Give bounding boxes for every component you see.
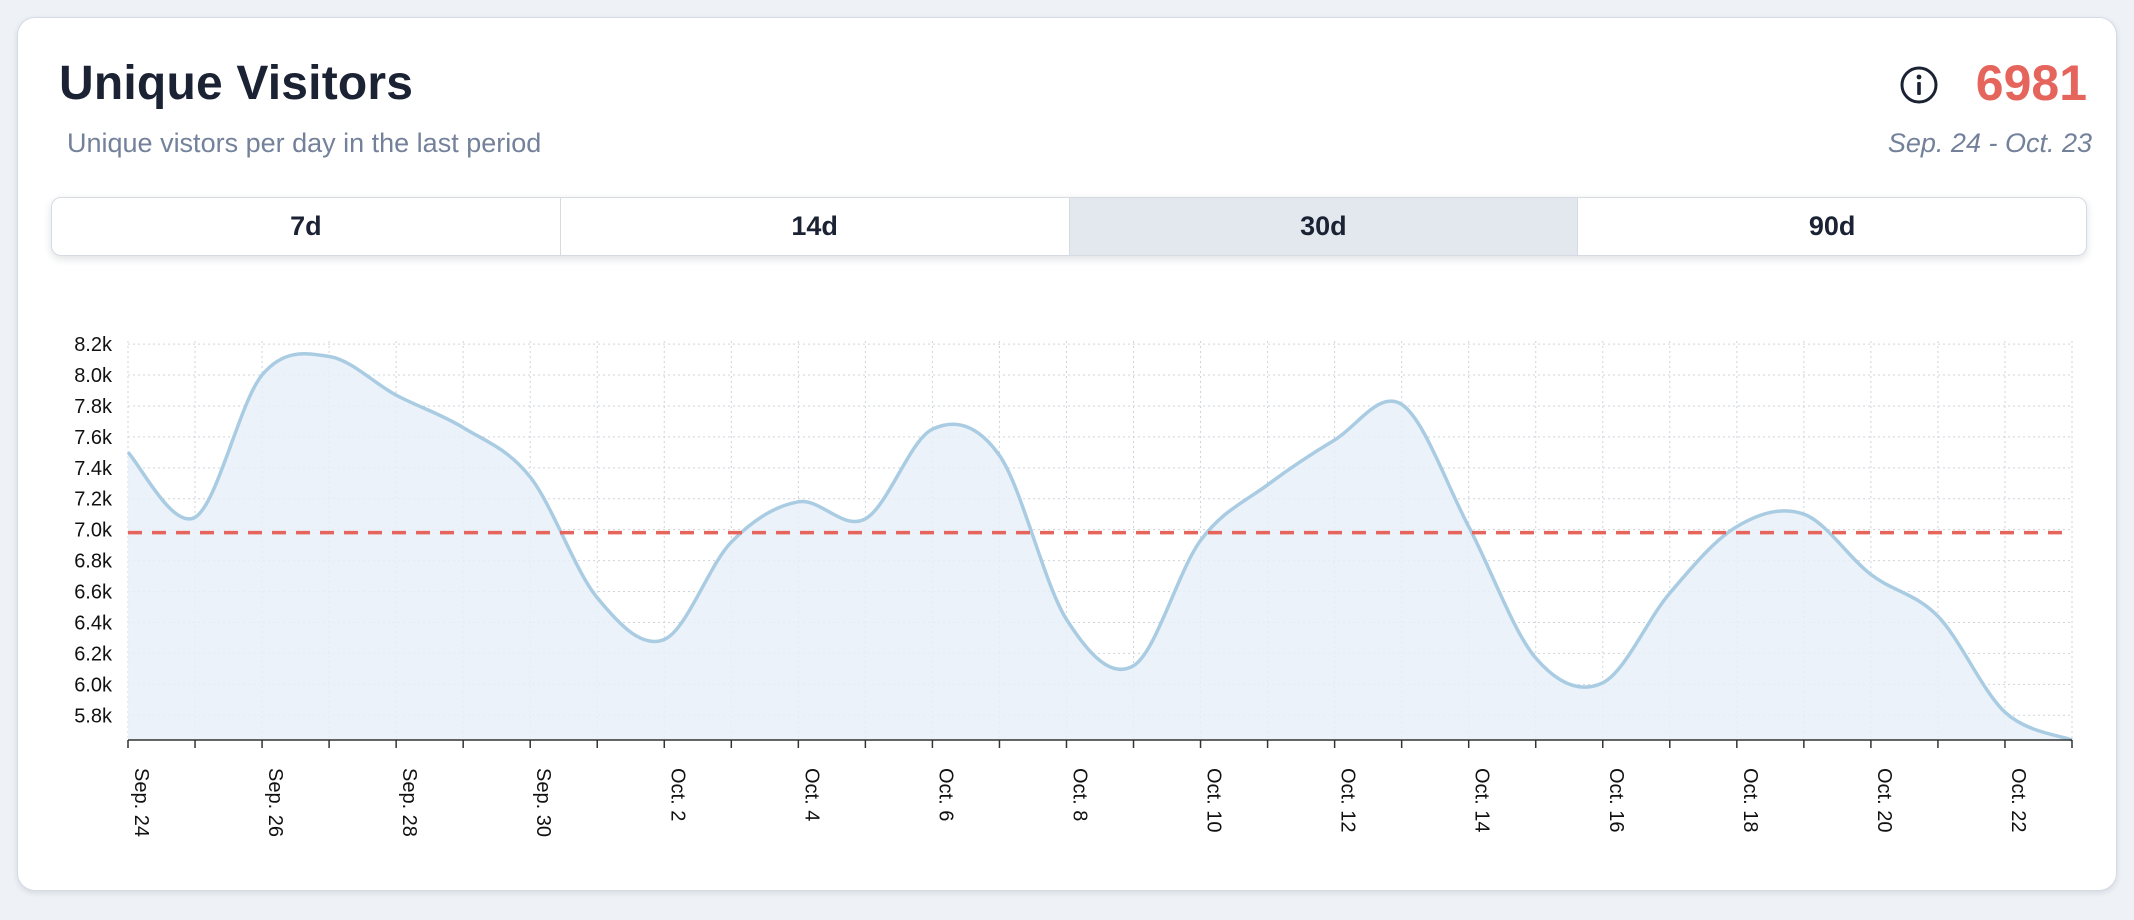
x-tick-label: Oct. 6 <box>934 768 956 821</box>
data-point <box>393 392 399 398</box>
page-title: Unique Visitors <box>59 57 414 110</box>
data-point <box>192 514 198 520</box>
y-tick-label: 8.2k <box>74 334 113 356</box>
x-tick-label: Sep. 24 <box>130 768 152 837</box>
x-tick-label: Oct. 16 <box>1605 768 1627 832</box>
data-point <box>661 636 667 642</box>
y-tick-label: 7.6k <box>74 427 113 449</box>
tab-30d[interactable]: 30d <box>1069 198 1579 255</box>
y-tick-label: 6.0k <box>74 674 113 696</box>
y-tick-label: 7.2k <box>74 489 113 511</box>
data-point <box>1466 524 1472 530</box>
x-tick-label: Oct. 22 <box>2007 768 2029 832</box>
y-tick-label: 8.0k <box>74 365 113 387</box>
x-tick-label: Sep. 26 <box>264 768 286 837</box>
data-point <box>259 372 265 378</box>
tab-14d[interactable]: 14d <box>561 198 1070 255</box>
data-point <box>1935 613 1941 619</box>
data-point <box>2002 709 2008 715</box>
data-point <box>728 539 734 545</box>
data-point <box>1063 616 1069 622</box>
y-tick-label: 6.2k <box>74 643 113 665</box>
data-point <box>1868 572 1874 578</box>
x-tick-label: Sep. 28 <box>398 768 420 837</box>
data-point <box>527 474 533 480</box>
visitors-card: Unique Visitors Unique vistors per day i… <box>17 17 2117 891</box>
page-subtitle: Unique vistors per day in the last perio… <box>67 128 542 158</box>
x-tick-label: Oct. 10 <box>1203 768 1225 832</box>
y-tick-label: 5.8k <box>74 705 113 727</box>
tab-7d[interactable]: 7d <box>52 198 561 255</box>
x-tick-label: Oct. 12 <box>1337 768 1359 832</box>
series-line <box>126 352 2073 742</box>
data-point <box>1533 655 1539 661</box>
tab-90d[interactable]: 90d <box>1808 211 1856 241</box>
y-tick-label: 6.6k <box>74 582 113 604</box>
data-point <box>1667 590 1673 596</box>
data-point <box>1332 437 1338 443</box>
x-tick-label: Sep. 30 <box>532 768 554 837</box>
x-tick-label: Oct. 18 <box>1739 768 1761 832</box>
y-tick-label: 7.8k <box>74 396 113 418</box>
data-point <box>1131 663 1137 669</box>
info-circle-icon[interactable] <box>1899 65 1939 105</box>
y-tick-label: 6.4k <box>74 612 113 634</box>
data-point <box>326 353 332 359</box>
period-tabs: 7d 14d 30d 90d <box>51 197 2087 256</box>
y-tick-label: 7.4k <box>74 458 113 480</box>
x-tick-label: Oct. 8 <box>1068 768 1090 821</box>
total-visitors-value: 6981 <box>1975 55 2087 111</box>
data-point <box>1600 680 1606 686</box>
y-tick-label: 7.0k <box>74 520 113 542</box>
data-point <box>929 426 935 432</box>
x-tick-label: Oct. 14 <box>1471 768 1493 832</box>
data-point <box>594 595 600 601</box>
visitors-area-chart: 5.8k 6.0k 6.2k 6.4k 6.6k 6.8k 7.0k 7.2k 7.4k 7.6k… <box>74 334 2073 837</box>
data-point <box>996 452 1002 458</box>
x-tick-label: Oct. 20 <box>1873 768 1895 832</box>
date-range: Sep. 24 - Oct. 23 <box>1887 128 2092 158</box>
data-point <box>1198 538 1204 544</box>
data-point <box>795 499 801 505</box>
data-point <box>1734 524 1740 530</box>
y-tick-label: 6.8k <box>74 551 113 573</box>
data-point <box>1265 482 1271 488</box>
x-tick-label: Oct. 2 <box>666 768 688 821</box>
data-point <box>1801 511 1807 517</box>
x-tick-label: Oct. 4 <box>800 768 822 821</box>
series-area <box>128 353 2072 740</box>
data-point <box>1399 401 1405 407</box>
data-point <box>862 516 868 522</box>
data-point <box>460 425 466 431</box>
data-point <box>125 449 131 455</box>
